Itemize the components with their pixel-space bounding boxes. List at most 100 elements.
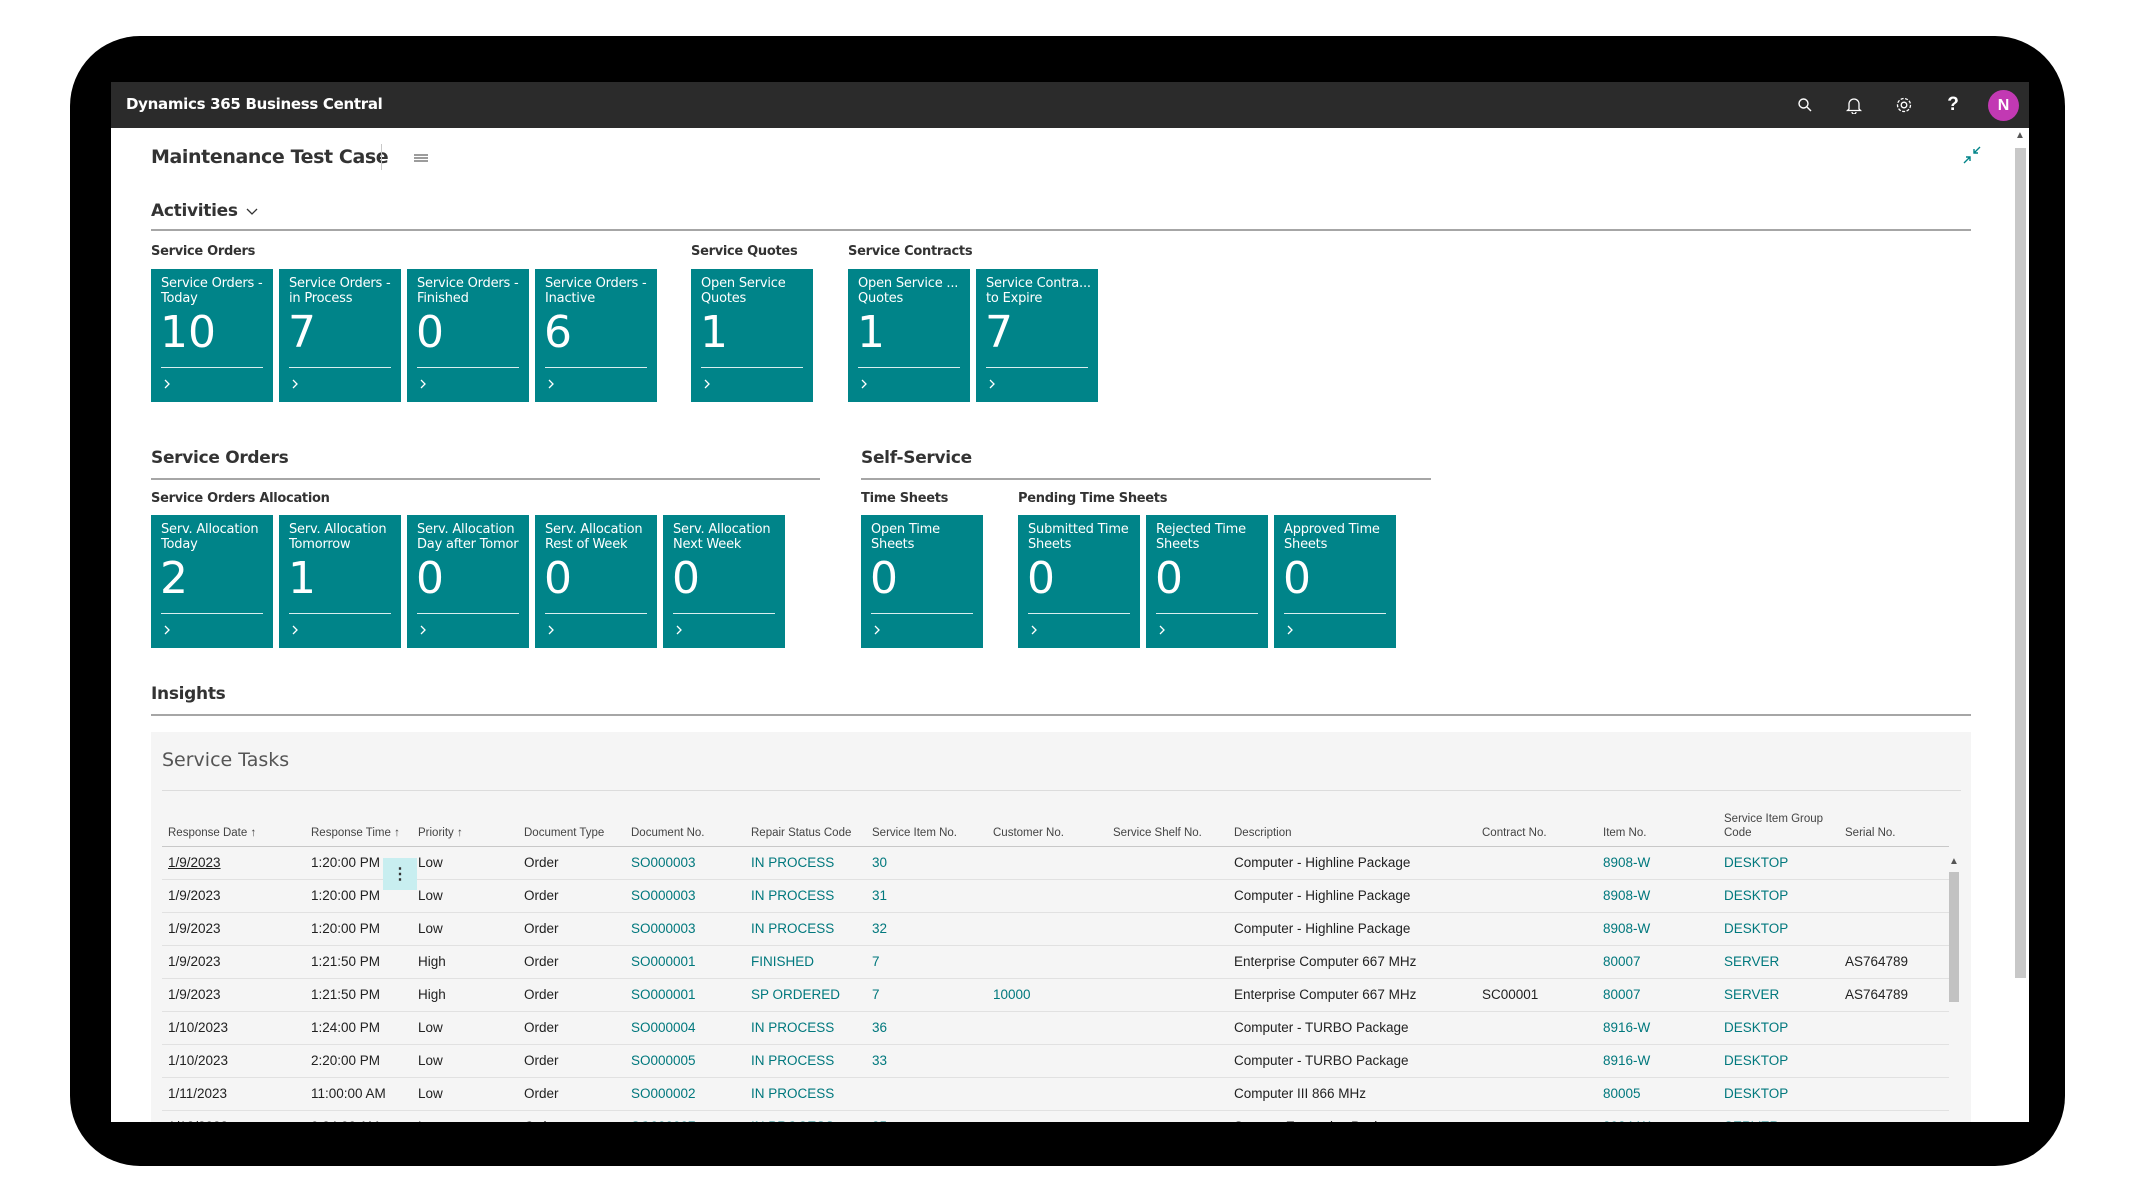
tile-open-service-quotes[interactable]: Open Service ... Quotes 1 [848,269,970,402]
column-header[interactable]: Response Date ↑ [162,804,305,847]
tile-service-orders-finished[interactable]: Service Orders - Finished 0 [407,269,529,402]
table-cell[interactable]: FINISHED [745,945,866,979]
table-cell[interactable] [866,1077,987,1111]
table-cell[interactable]: 80007 [1597,978,1718,1012]
table-cell[interactable]: SO000003 [625,846,745,880]
table-cell[interactable]: SERVER [1718,1110,1839,1122]
table-cell[interactable]: 1/10/2023 [162,1011,305,1045]
table-scrollbar[interactable]: ▲ ▼ [1947,856,1961,1122]
table-row[interactable]: 1/10/2023 2:20:00 PM Low Order SO000005 IN PR… [162,1044,1949,1078]
table-cell[interactable]: 31 [866,879,987,913]
table-cell[interactable]: 1/12/2023 [162,1110,305,1122]
bell-icon[interactable] [1841,92,1867,118]
table-cell[interactable]: SERVER [1718,945,1839,979]
table-cell[interactable]: IN PROCESS [745,1110,866,1122]
table-cell[interactable]: IN PROCESS [745,912,866,946]
table-cell[interactable]: DESKTOP [1718,846,1839,880]
table-cell[interactable]: 1/10/2023 [162,1044,305,1078]
table-row[interactable]: 1/9/2023 1:20:00 PM Low Order SO000003 IN PRO… [162,879,1949,913]
table-cell[interactable]: 10000 [987,978,1107,1012]
collapse-icon[interactable] [1961,144,1985,168]
table-cell[interactable]: 1/9/2023 [162,846,305,880]
table-cell[interactable]: DESKTOP [1718,1011,1839,1045]
column-header[interactable]: Repair Status Code [745,804,866,847]
gear-icon[interactable] [1891,92,1917,118]
table-cell[interactable]: 8908-W [1597,879,1718,913]
scroll-up-icon[interactable]: ▲ [1949,856,1959,867]
table-cell[interactable]: 8908-W [1597,912,1718,946]
table-cell[interactable]: IN PROCESS [745,1077,866,1111]
table-cell[interactable]: 8908-W [1597,846,1718,880]
column-header[interactable]: Service Item No. [866,804,987,847]
table-cell[interactable]: 8916-W [1597,1044,1718,1078]
avatar[interactable]: N [1988,90,2019,121]
table-cell[interactable]: SP ORDERED [745,978,866,1012]
page-scroll-thumb[interactable] [2015,148,2026,978]
column-header[interactable]: Customer No. [987,804,1107,847]
table-cell[interactable]: SO000007 [625,1110,745,1122]
table-cell[interactable]: IN PROCESS [745,1011,866,1045]
column-header[interactable]: Service Shelf No. [1107,804,1228,847]
table-cell[interactable]: IN PROCESS [745,1044,866,1078]
table-cell[interactable]: DESKTOP [1718,1044,1839,1078]
table-cell[interactable]: 80005 [1597,1077,1718,1111]
table-cell[interactable] [987,846,1107,880]
column-header[interactable]: Document No. [625,804,745,847]
tile-approved-time-sheets[interactable]: Approved Time Sheets 0 [1274,515,1396,648]
table-cell[interactable] [987,1044,1107,1078]
table-cell[interactable] [987,912,1107,946]
table-cell[interactable] [987,1077,1107,1111]
table-cell[interactable]: 36 [866,1011,987,1045]
table-cell[interactable]: SO000001 [625,945,745,979]
help-icon[interactable]: ? [1947,94,1959,115]
table-row[interactable]: 1/11/2023 11:00:00 AM Low Order SO000002 IN P… [162,1077,1949,1111]
tile-service-orders-today[interactable]: Service Orders - Today 10 [151,269,273,402]
column-header[interactable]: Item No. [1597,804,1718,847]
search-icon[interactable] [1792,92,1818,118]
table-row[interactable]: 1/9/2023 1:20:00 PM Low Order SO000003 IN PRO… [162,912,1949,946]
tile-serv-allocation-tomorrow[interactable]: Serv. Allocation Tomorrow 1 [279,515,401,648]
column-header[interactable]: Contract No. [1476,804,1597,847]
tile-service-orders-inactive[interactable]: Service Orders - Inactive 6 [535,269,657,402]
tile-serv-allocation-next-week[interactable]: Serv. Allocation Next Week 0 [663,515,785,648]
table-cell[interactable]: 33 [866,1044,987,1078]
table-cell[interactable]: DESKTOP [1718,879,1839,913]
table-cell[interactable]: DESKTOP [1718,1077,1839,1111]
table-row[interactable]: 1/10/2023 1:24:00 PM Low Order SO000004 IN PR… [162,1011,1949,1045]
table-cell[interactable] [987,879,1107,913]
tile-serv-allocation-rest-of-week[interactable]: Serv. Allocation Rest of Week 0 [535,515,657,648]
table-cell[interactable]: SO000003 [625,912,745,946]
table-cell[interactable] [987,1110,1107,1122]
table-cell[interactable]: 1/9/2023 [162,879,305,913]
table-row[interactable]: 1/9/2023 1:21:50 PM High Order SO000001 SP OR… [162,978,1949,1012]
table-cell[interactable]: SO000005 [625,1044,745,1078]
table-row[interactable]: 1/9/2023 1:21:50 PM High Order SO000001 FINIS… [162,945,1949,979]
table-cell[interactable]: 30 [866,846,987,880]
table-cell[interactable]: 35 [866,1110,987,1122]
table-cell[interactable]: DESKTOP [1718,912,1839,946]
page-scrollbar[interactable]: ▲ [2013,130,2027,1120]
tile-open-service-quotes[interactable]: Open Service Quotes 1 [691,269,813,402]
table-cell[interactable]: 1/9/2023 [162,978,305,1012]
table-row[interactable]: 1/12/20239:24:00 AMLowOrderSO000007IN PR… [162,1110,1949,1122]
table-cell[interactable]: SO000001 [625,978,745,1012]
column-header[interactable]: Description [1228,804,1476,847]
table-cell[interactable]: SERVER [1718,978,1839,1012]
column-header[interactable]: Document Type [518,804,625,847]
tile-serv-allocation-day-after-tomor[interactable]: Serv. Allocation Day after Tomor 0 [407,515,529,648]
table-cell[interactable]: 7 [866,945,987,979]
column-header[interactable]: Response Time ↑ [305,804,412,847]
table-cell[interactable]: 1/11/2023 [162,1077,305,1111]
table-cell[interactable] [987,1011,1107,1045]
tile-submitted-time-sheets[interactable]: Submitted Time Sheets 0 [1018,515,1140,648]
table-scroll-thumb[interactable] [1949,872,1959,1002]
table-row[interactable]: 1/9/2023 1:20:00 PM Low Order SO000003 IN PRO… [162,846,1949,880]
row-actions-button[interactable]: ⋮ [383,858,417,890]
table-cell[interactable]: IN PROCESS [745,846,866,880]
column-header[interactable]: Priority ↑ [412,804,518,847]
table-cell[interactable]: 1/9/2023 [162,945,305,979]
tile-serv-allocation-today[interactable]: Serv. Allocation Today 2 [151,515,273,648]
table-cell[interactable]: IN PROCESS [745,879,866,913]
tile-open-time-sheets[interactable]: Open Time Sheets 0 [861,515,983,648]
tile-service-orders-in-process[interactable]: Service Orders - in Process 7 [279,269,401,402]
